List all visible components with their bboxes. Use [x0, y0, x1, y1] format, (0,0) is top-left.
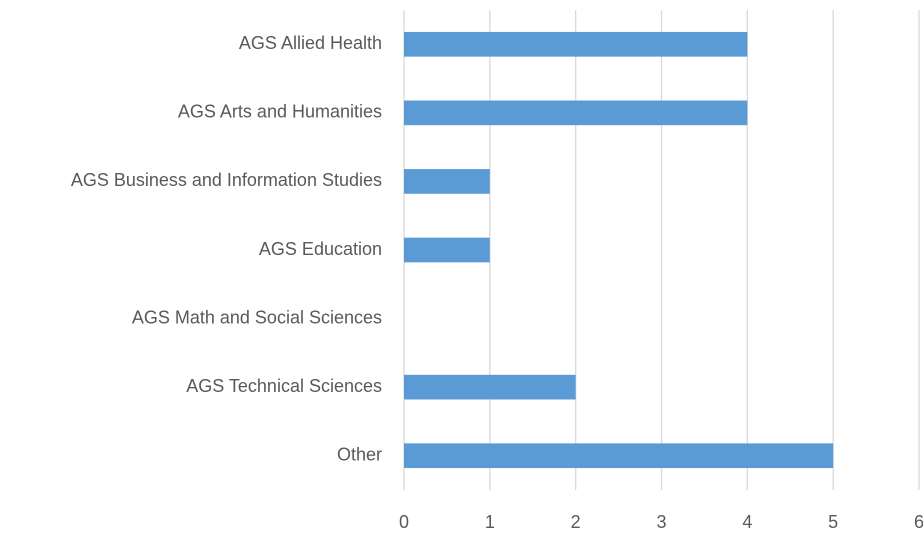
x-tick-label: 4 [742, 512, 752, 532]
y-tick-label: AGS Math and Social Sciences [132, 307, 382, 327]
y-tick-label: AGS Technical Sciences [186, 376, 382, 396]
x-tick-label: 1 [485, 512, 495, 532]
y-tick-label: AGS Business and Information Studies [71, 170, 382, 190]
y-tick-label: Other [337, 444, 382, 464]
x-tick-label: 0 [399, 512, 409, 532]
y-tick-label: AGS Allied Health [239, 33, 382, 53]
bar [404, 374, 576, 400]
x-tick-label: 6 [914, 512, 923, 532]
bar [404, 31, 748, 57]
bar [404, 237, 490, 263]
bar [404, 443, 834, 469]
y-tick-label: AGS Education [259, 239, 382, 259]
y-tick-label: AGS Arts and Humanities [178, 102, 382, 122]
x-tick-label: 2 [571, 512, 581, 532]
bar [404, 100, 748, 126]
x-tick-label: 3 [656, 512, 666, 532]
bar [404, 169, 490, 194]
x-tick-label: 5 [828, 512, 838, 532]
